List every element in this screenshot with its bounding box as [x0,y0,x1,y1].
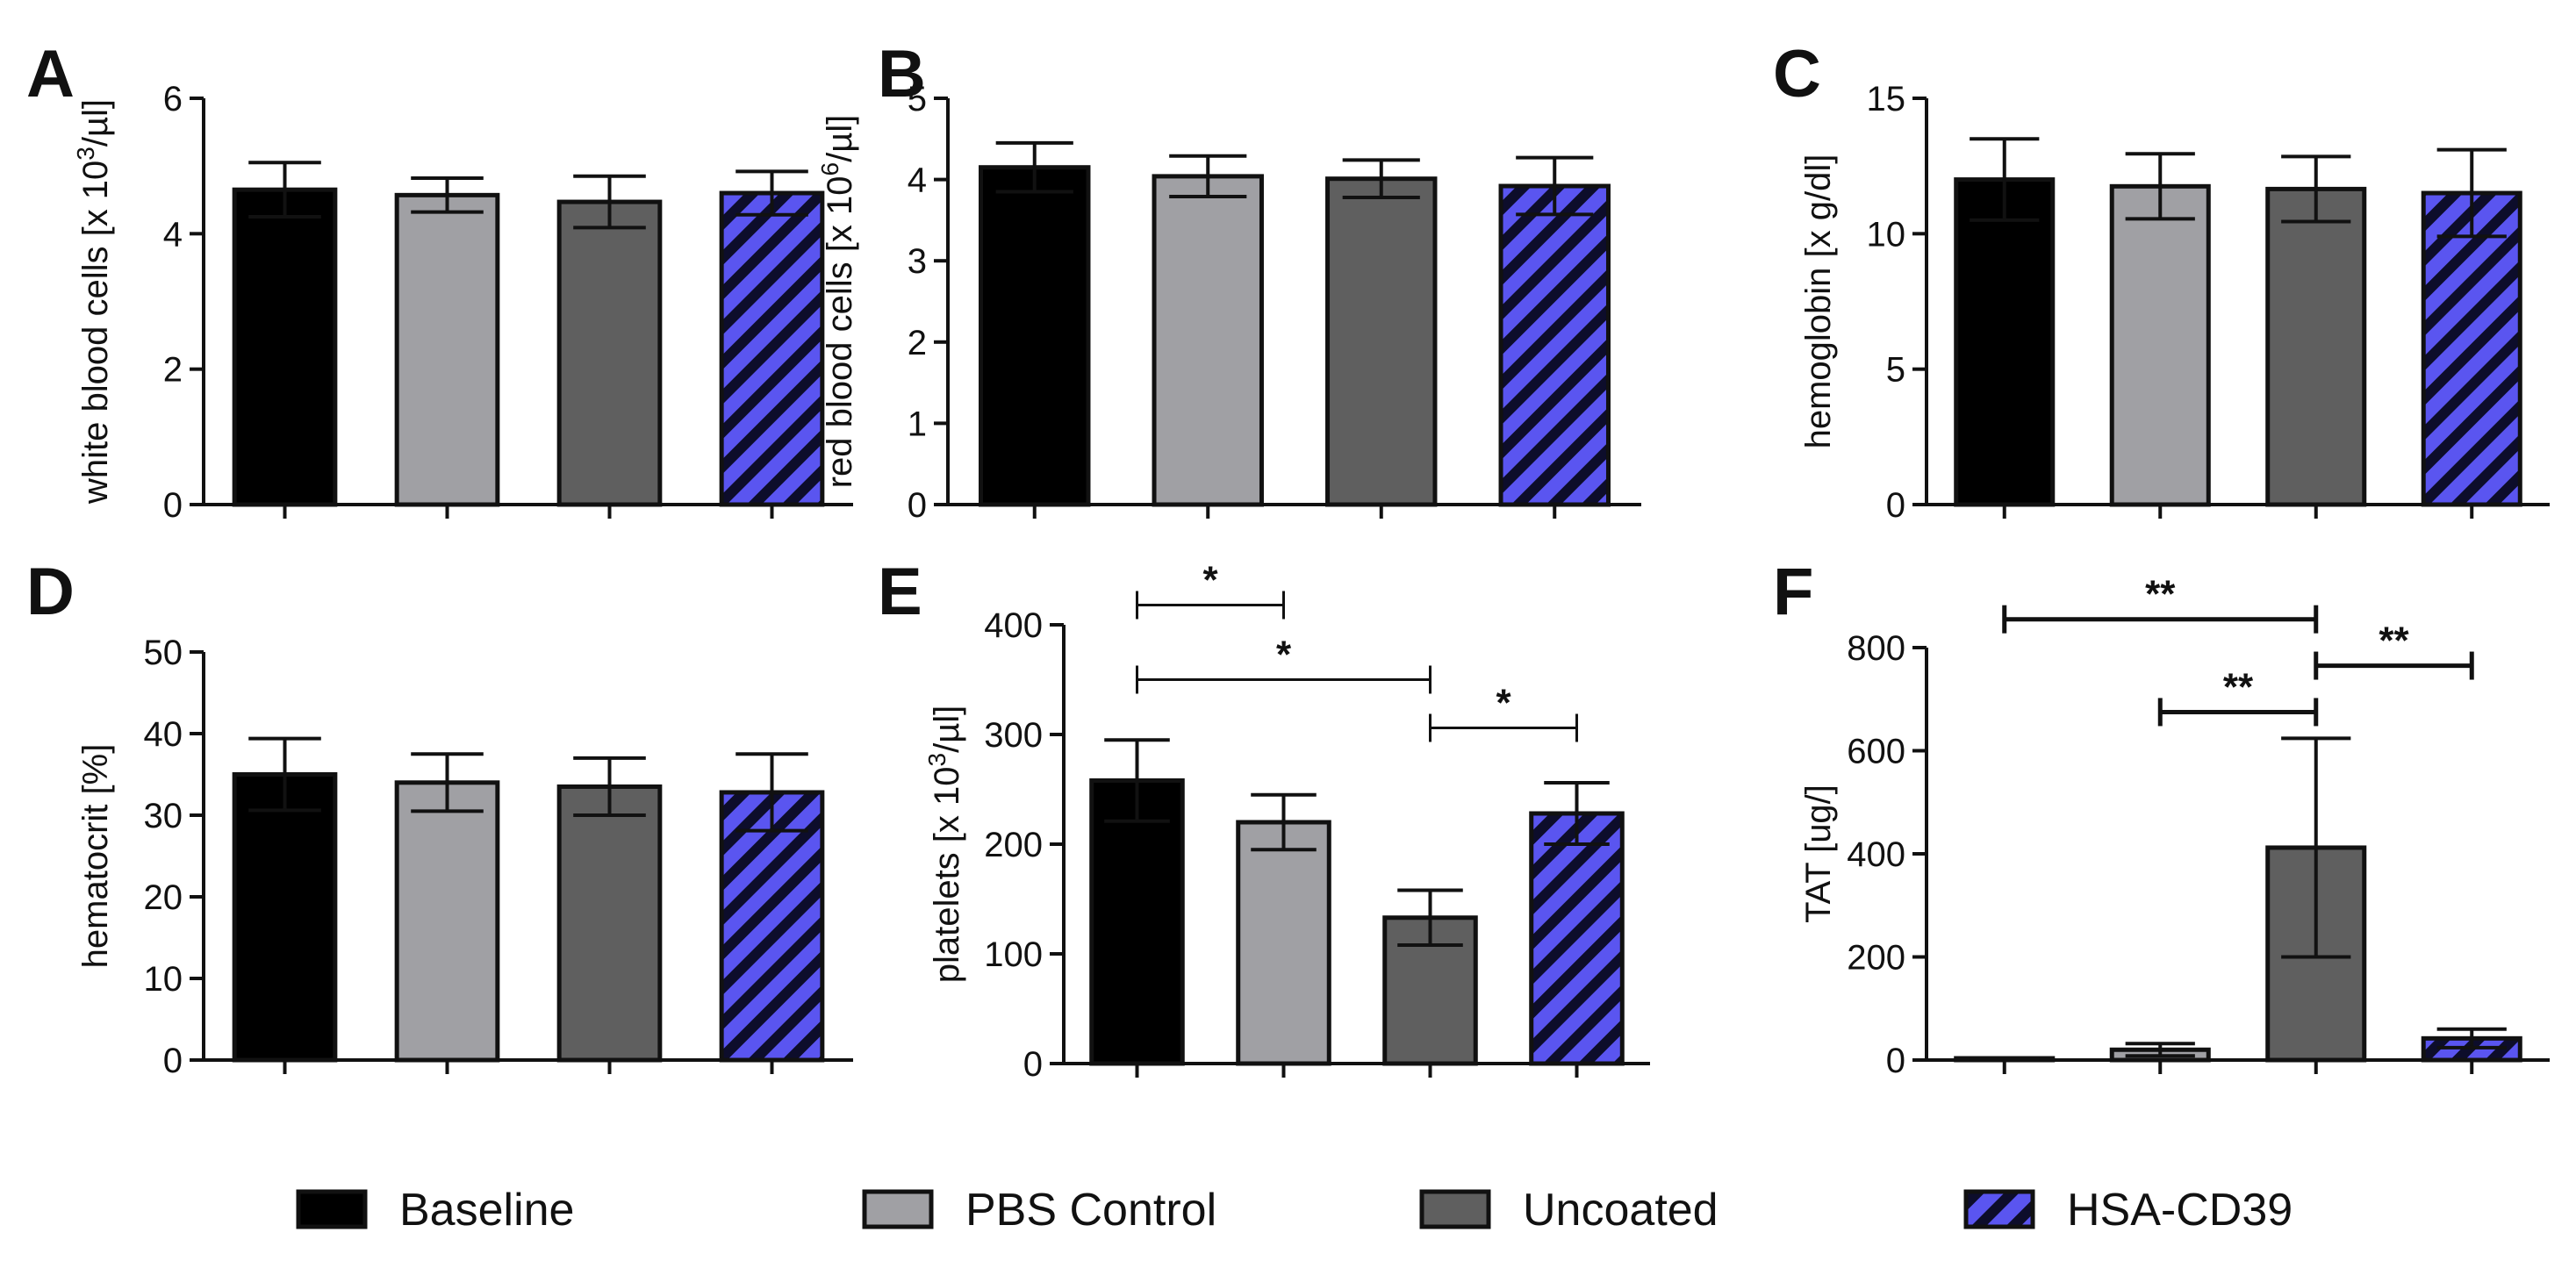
y-tick-label: 15 [1867,80,1906,118]
y-tick-label: 5 [908,80,927,118]
bar-pbs-control [394,192,500,507]
y-tick-label: 2 [908,324,927,362]
bar-hsa-cd39 [719,190,825,507]
y-tick-label: 0 [163,1042,183,1080]
panel-letter: B [878,37,926,111]
legend: Baseline PBS Control Uncoated HSA-CD39 [296,1185,2293,1236]
y-tick-label: 30 [144,797,183,835]
y-tick-label: 0 [163,486,183,525]
y-tick-label: 4 [908,161,927,200]
legend-label: Baseline [399,1185,574,1236]
bar-baseline [232,772,338,1063]
y-tick-label: 300 [984,716,1043,755]
y-tick-label: 20 [144,878,183,917]
bar-baseline [1954,177,2056,507]
panel-letter: D [26,555,75,629]
panel-letter: C [1773,37,1821,111]
panel-letter: E [878,555,922,629]
panel-f: F 0 200 400 600 800 TAT [ug/] ** ** ** [1773,555,2550,1080]
bar-baseline [1089,778,1185,1066]
legend-label: Uncoated [1523,1185,1719,1236]
y-tick-label: 0 [1886,486,1905,525]
panel-d: D 0 10 20 30 40 50 hematocrit [%] [26,555,853,1080]
y-tick-label: 0 [1023,1045,1043,1084]
bar-uncoated [2265,186,2367,507]
y-tick-label: 4 [163,215,183,254]
bar-hsa-cd39 [1529,811,1625,1066]
panel-letter: F [1773,555,1813,629]
y-tick-label: 800 [1847,629,1905,668]
bar-pbs-control [1152,174,1264,507]
bar-baseline [979,165,1091,507]
y-tick-label: 50 [144,634,183,672]
y-tick-label: 400 [984,606,1043,645]
y-tick-label: 10 [1867,215,1906,254]
y-tick-label: 5 [1886,351,1905,390]
bar-hsa-cd39 [2421,190,2522,507]
legend-label: PBS Control [965,1185,1216,1236]
y-axis-label: white blood cells [x 103/µl] [72,99,116,505]
significance-label: ** [2223,665,2254,708]
y-tick-label: 3 [908,242,927,281]
bar-uncoated [556,784,663,1063]
y-tick-label: 200 [1847,939,1905,978]
legend-item-hsa-cd39: HSA-CD39 [1963,1185,2293,1236]
y-tick-label: 2 [163,351,183,390]
y-axis-label: platelets [x 103/µl] [923,706,967,984]
legend-item-pbs-control: PBS Control [862,1185,1216,1236]
legend-swatch [1419,1189,1491,1229]
y-axis-label: hematocrit [%] [76,744,115,969]
legend-swatch [862,1189,934,1229]
y-tick-label: 100 [984,935,1043,974]
legend-swatch [296,1189,368,1229]
y-axis-label: TAT [ug/] [1799,785,1838,923]
y-tick-label: 1 [908,405,927,443]
panel-letter: A [26,37,75,111]
y-tick-label: 0 [908,486,927,525]
bar-hsa-cd39 [1498,183,1611,507]
significance-label: * [1276,634,1292,677]
significance-label: * [1202,559,1218,602]
y-axis-label: red blood cells [x 106/µl] [816,115,860,489]
panel-e: E 0 100 200 300 400 platelets [x 103/µl] * * * [878,555,1650,1084]
legend-item-baseline: Baseline [296,1185,574,1236]
legend-item-uncoated: Uncoated [1419,1185,1719,1236]
y-tick-label: 10 [144,960,183,999]
panel-c: C 0 5 10 15 hemoglobin [x g/dl] [1773,37,2550,525]
legend-swatch [1963,1189,2035,1229]
panel-a: A 0 2 4 6 white blood cells [x 103/µl] [26,37,853,525]
bar-uncoated [1325,176,1438,507]
bar-pbs-control [2109,183,2211,507]
bar-pbs-control [1236,820,1331,1066]
y-axis-label: hemoglobin [x g/dl] [1799,154,1838,449]
significance-label: ** [2145,573,2176,616]
panels: A 0 2 4 6 white blood cells [x 103/µl] B 0 1 2 3 4 5… [26,37,2550,1084]
bar-uncoated [556,199,663,507]
significance-label: * [1496,682,1511,725]
bar-baseline [232,187,338,507]
legend-label: HSA-CD39 [2067,1185,2293,1236]
y-tick-label: 6 [163,80,183,118]
bar-pbs-control [394,780,500,1063]
bar-hsa-cd39 [719,790,825,1063]
y-tick-label: 600 [1847,733,1905,771]
significance-label: ** [2379,620,2409,663]
y-tick-label: 400 [1847,835,1905,874]
y-tick-label: 40 [144,715,183,754]
panel-b: B 0 1 2 3 4 5 red blood cells [x 106/µl] [816,37,1641,525]
y-tick-label: 200 [984,826,1043,864]
y-tick-label: 0 [1886,1042,1905,1080]
